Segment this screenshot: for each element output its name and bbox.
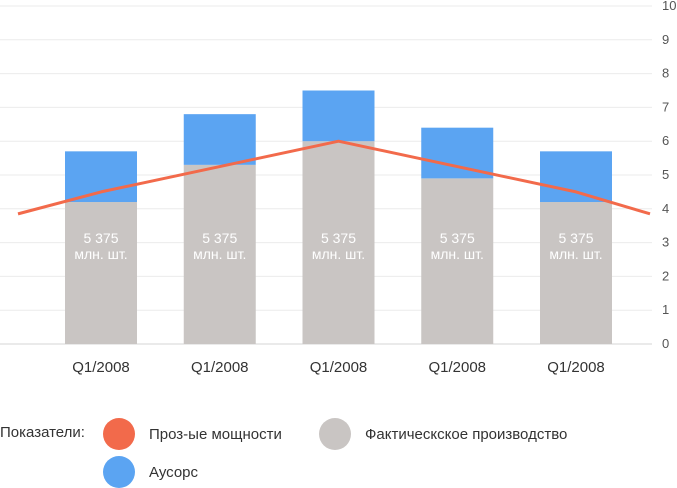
bar-unit-label: млн. шт.	[549, 246, 602, 262]
bar-value-label: 5 375	[321, 230, 356, 246]
legend-item-outsource: Аусорс	[103, 456, 198, 488]
y-tick-label: 10	[662, 0, 676, 13]
bar-value-label: 5 375	[202, 230, 237, 246]
y-tick-label: 2	[662, 268, 669, 283]
bar-value-label: 5 375	[440, 230, 475, 246]
x-tick-label: Q1/2008	[547, 359, 605, 376]
capacity-line	[17, 139, 651, 216]
legend-swatch-outsource	[103, 456, 135, 488]
x-tick-label: Q1/2008	[310, 359, 368, 376]
bar-unit-label: млн. шт.	[312, 246, 365, 262]
y-tick-label: 3	[662, 235, 669, 250]
y-tick-label: 9	[662, 32, 669, 47]
x-tick-label: Q1/2008	[72, 359, 130, 376]
legend-label-outsource: Аусорс	[149, 463, 199, 481]
bar-outsource	[540, 151, 612, 203]
legend-swatch-capacity	[103, 418, 135, 450]
y-tick-label: 4	[662, 201, 669, 216]
bar-actual	[540, 202, 612, 344]
bar-actual	[421, 178, 494, 344]
y-tick-label: 0	[662, 336, 669, 351]
bar-outsource	[302, 90, 375, 142]
x-tick-label: Q1/2008	[191, 359, 249, 376]
bar-unit-label: млн. шт.	[74, 246, 127, 262]
y-tick-label: 7	[662, 99, 669, 114]
bar-outsource	[421, 127, 494, 179]
bar-value-label: 5 375	[83, 230, 118, 246]
y-tick-label: 8	[662, 66, 669, 81]
bar-actual	[302, 141, 375, 344]
x-tick-label: Q1/2008	[428, 359, 486, 376]
legend-item-actual: Фактическское производство	[319, 418, 567, 450]
legend-label-capacity: Проз-ые мощности	[149, 425, 282, 443]
legend-swatch-actual	[319, 418, 351, 450]
bar-actual	[65, 202, 137, 344]
legend-title: Показатели:	[0, 424, 85, 441]
y-tick-label: 5	[662, 167, 669, 182]
y-tick-label: 1	[662, 302, 669, 317]
bar-outsource	[65, 151, 137, 203]
y-tick-label: 6	[662, 133, 669, 148]
bar-outsource	[183, 114, 256, 165]
legend-item-capacity: Проз-ые мощности	[103, 418, 282, 450]
bar-value-label: 5 375	[558, 230, 593, 246]
legend-label-actual: Фактическское производство	[365, 425, 568, 443]
bar-unit-label: млн. шт.	[193, 246, 246, 262]
bar-actual	[183, 164, 256, 344]
legend: Показатели: Проз-ые мощности Фактическск…	[0, 418, 677, 488]
bar-unit-label: млн. шт.	[431, 246, 484, 262]
